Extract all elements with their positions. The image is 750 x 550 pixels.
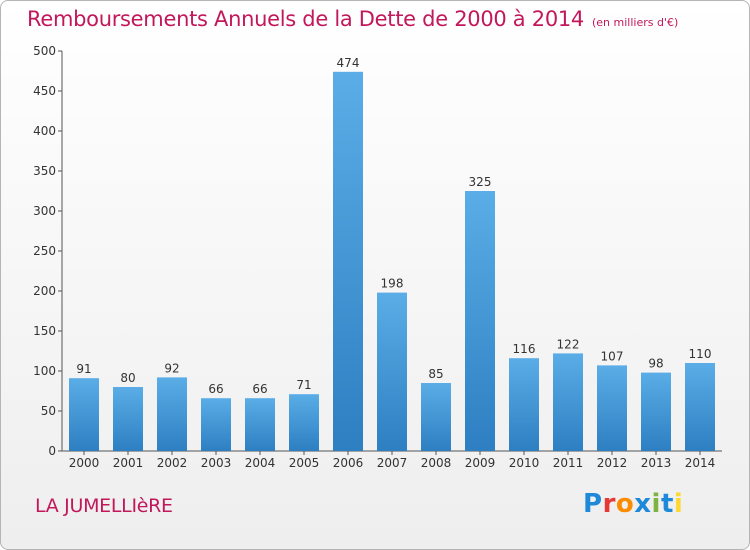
data-label: 85 <box>428 367 443 381</box>
y-tick-label: 50 <box>41 404 56 418</box>
bar <box>157 377 187 451</box>
data-label: 474 <box>337 56 360 70</box>
x-tick-label: 2011 <box>553 456 584 470</box>
data-label: 66 <box>208 382 223 396</box>
x-tick-label: 2010 <box>509 456 540 470</box>
data-label: 71 <box>296 378 311 392</box>
bars: 91 80 92 66 66 71 474 198 85 325 116 122 107 98 110 <box>69 56 715 452</box>
x-tick-label: 2012 <box>597 456 628 470</box>
axes: 0 50 100 150 200 250 300 350 400 450 500 2000 2001 20… <box>33 44 722 470</box>
y-tick-label: 300 <box>33 204 56 218</box>
bar <box>421 383 451 451</box>
data-label: 98 <box>648 357 663 371</box>
y-tick-label: 350 <box>33 164 56 178</box>
bar <box>465 191 495 451</box>
bar <box>245 398 275 451</box>
data-label: 325 <box>469 175 492 189</box>
bar <box>553 353 583 451</box>
y-tick-label: 250 <box>33 244 56 258</box>
logo-letter: i <box>651 489 661 519</box>
bar <box>685 363 715 451</box>
proxiti-logo: Proxiti <box>583 489 683 519</box>
x-tick-label: 2005 <box>289 456 320 470</box>
x-tick-label: 2000 <box>69 456 100 470</box>
logo-letter: r <box>602 489 616 519</box>
x-tick-label: 2007 <box>377 456 408 470</box>
logo-letter: x <box>634 489 652 519</box>
bar <box>333 71 363 452</box>
data-label: 107 <box>601 349 624 363</box>
x-tick-label: 2001 <box>113 456 144 470</box>
logo-letter: o <box>615 489 635 519</box>
x-tick-label: 2004 <box>245 456 276 470</box>
logo-letter: P <box>583 489 603 519</box>
x-tick-label: 2014 <box>685 456 716 470</box>
chart-subtitle: (en milliers d'€) <box>592 16 679 29</box>
y-tick-label: 100 <box>33 364 56 378</box>
y-tick-label: 450 <box>33 84 56 98</box>
logo-letter: i <box>673 489 684 519</box>
logo-letter: t <box>660 489 674 519</box>
data-label: 198 <box>381 277 404 291</box>
x-tick-label: 2008 <box>421 456 452 470</box>
commune-name: LA JUMELLIèRE <box>35 495 173 517</box>
y-tick-label: 200 <box>33 284 56 298</box>
y-tick-label: 500 <box>33 44 56 58</box>
data-label: 110 <box>689 347 712 361</box>
x-tick-label: 2002 <box>157 456 188 470</box>
chart-title: Remboursements Annuels de la Dette de 20… <box>27 7 678 31</box>
bar <box>597 365 627 451</box>
x-tick-label: 2013 <box>641 456 672 470</box>
bar <box>201 398 231 451</box>
data-label: 116 <box>513 342 536 356</box>
data-label: 80 <box>120 371 135 385</box>
bar <box>641 372 671 451</box>
bar <box>377 292 407 451</box>
bar <box>113 387 143 451</box>
bar <box>69 378 99 451</box>
bar <box>509 358 539 451</box>
data-label: 66 <box>252 382 267 396</box>
x-tick-label: 2006 <box>333 456 364 470</box>
bar <box>289 394 319 451</box>
y-tick-label: 400 <box>33 124 56 138</box>
chart-title-text: Remboursements Annuels de la Dette de 20… <box>27 7 584 31</box>
data-label: 122 <box>557 337 580 351</box>
data-label: 92 <box>164 361 179 375</box>
x-tick-label: 2009 <box>465 456 496 470</box>
y-tick-label: 0 <box>48 444 56 458</box>
data-label: 91 <box>76 362 91 376</box>
x-tick-label: 2003 <box>201 456 232 470</box>
y-tick-label: 150 <box>33 324 56 338</box>
